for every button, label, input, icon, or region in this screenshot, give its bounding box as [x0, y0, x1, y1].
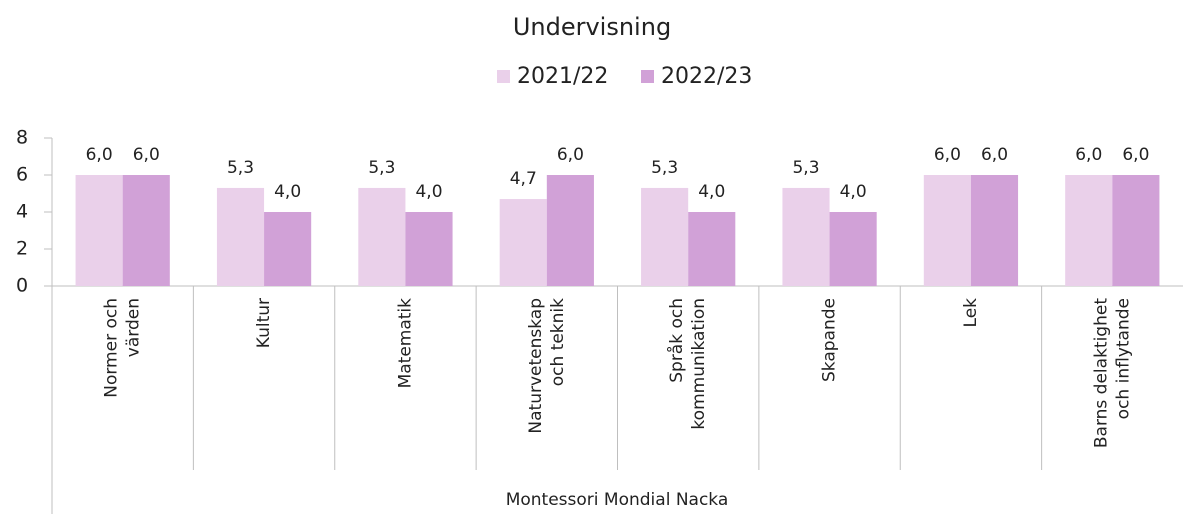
x-tick-label: Barns delaktighet och inflytande: [1091, 298, 1133, 448]
value-label: 4,0: [274, 182, 301, 202]
y-tick-label: 0: [16, 275, 28, 297]
y-tick-label: 2: [16, 238, 28, 260]
value-label: 5,3: [651, 158, 678, 178]
bar: [1065, 175, 1113, 286]
legend-swatch: [497, 70, 510, 83]
value-label: 5,3: [792, 158, 819, 178]
bar: [546, 175, 594, 286]
bar: [688, 212, 736, 286]
x-tick-label: Naturvetenskap och teknik: [526, 298, 568, 434]
x-tick-label: Matematik: [395, 298, 415, 389]
value-label: 5,3: [227, 158, 254, 178]
bar: [358, 187, 406, 286]
bar: [923, 175, 971, 286]
y-tick-label: 6: [16, 164, 28, 186]
bar: [405, 212, 453, 286]
value-label: 6,0: [1075, 145, 1102, 165]
value-label: 6,0: [133, 145, 160, 165]
value-label: 5,3: [368, 158, 395, 178]
value-label: 6,0: [86, 145, 113, 165]
x-tick-label: Skapande: [820, 298, 840, 382]
x-tick-label: Lek: [961, 298, 981, 328]
value-label: 4,0: [415, 182, 442, 202]
bar: [829, 212, 877, 286]
legend-label: 2021/22: [517, 64, 608, 89]
value-label: 4,0: [840, 182, 867, 202]
value-label: 6,0: [934, 145, 961, 165]
bar: [264, 212, 312, 286]
y-tick-label: 4: [16, 201, 28, 223]
chart-title: Undervisning: [513, 13, 671, 41]
bar: [641, 187, 689, 286]
value-label: 4,7: [510, 169, 537, 189]
x-axis-label: Montessori Mondial Nacka: [506, 490, 729, 510]
bar: [499, 199, 547, 286]
value-label: 4,0: [698, 182, 725, 202]
bar: [1112, 175, 1160, 286]
x-tick-label: Kultur: [254, 298, 274, 348]
bar: [75, 175, 123, 286]
legend-label: 2022/23: [661, 64, 752, 89]
x-tick-label: Språk och kommunikation: [666, 298, 709, 430]
bar: [122, 175, 170, 286]
bar: [216, 187, 265, 286]
value-label: 6,0: [1122, 145, 1149, 165]
y-tick-label: 8: [16, 127, 28, 149]
x-tick-label: Normer och värden: [102, 298, 144, 398]
value-label: 6,0: [557, 145, 584, 165]
value-label: 6,0: [981, 145, 1008, 165]
legend-swatch: [641, 70, 654, 83]
bar: [782, 187, 830, 286]
bar: [970, 175, 1019, 286]
